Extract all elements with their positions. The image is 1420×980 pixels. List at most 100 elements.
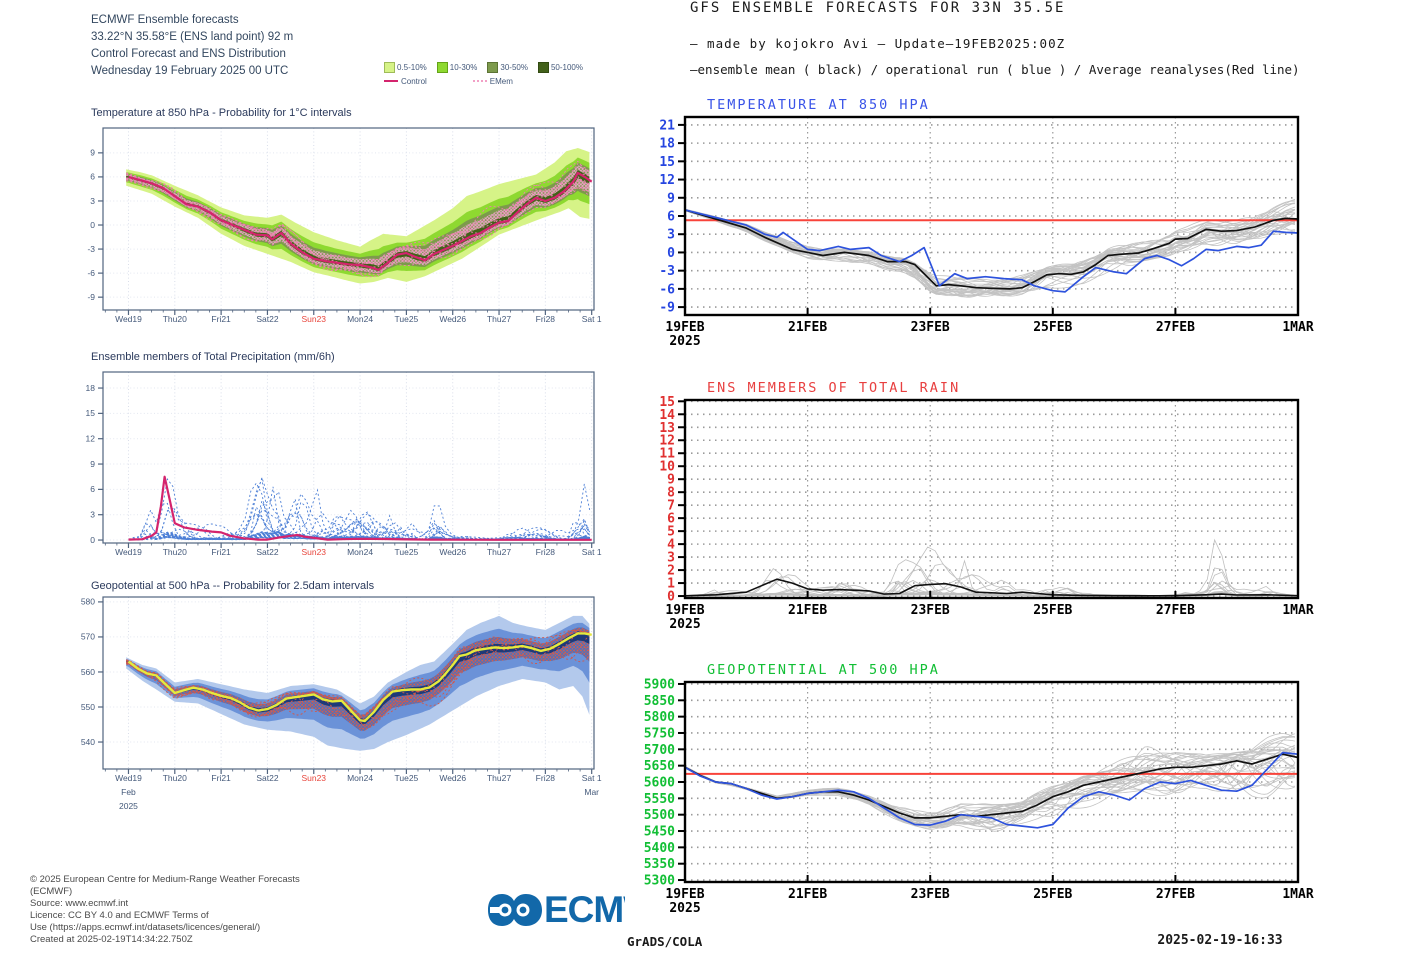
svg-text:2025: 2025 [669,334,700,349]
legend-swatch-green [436,61,448,73]
svg-text:2025: 2025 [669,617,700,632]
svg-text:11: 11 [659,447,675,462]
created-at-line: Created at 2025-02-19T14:34:22.750Z [30,934,193,945]
svg-text:6: 6 [667,210,675,225]
svg-text:3: 3 [667,228,675,243]
svg-text:Sat 1: Sat 1 [582,547,602,557]
svg-text:-3: -3 [87,244,95,254]
legend-item-emem: EMem [472,76,513,86]
svg-text:5350: 5350 [644,857,675,872]
svg-text:Thu20: Thu20 [163,314,187,324]
svg-text:Ensemble members of Total Prec: Ensemble members of Total Precipitation … [91,351,335,363]
svg-text:0: 0 [667,246,675,261]
svg-text:21FEB: 21FEB [788,320,827,335]
svg-text:-3: -3 [659,264,675,279]
svg-text:12: 12 [659,434,675,449]
ecmwf-product-subtitle: Control Forecast and ENS Distribution [91,48,286,60]
svg-text:Fri21: Fri21 [211,773,231,783]
legend-label: 0.5-10% [397,62,427,72]
svg-text:25FEB: 25FEB [1033,603,1072,618]
svg-text:Sat 1: Sat 1 [582,314,602,324]
svg-text:Wed19: Wed19 [115,547,142,557]
ecmwf-total-precipitation-chart: 18 15 12 9 6 3 0 Wed19 Thu20 Fri21 Sat22 Sun23 Mon24… [86,351,602,557]
svg-text:25FEB: 25FEB [1033,887,1072,902]
svg-text:Tue25: Tue25 [395,773,419,783]
svg-text:Thu27: Thu27 [487,314,511,324]
svg-text:19FEB: 19FEB [665,603,704,618]
legend-label: 10-30% [449,62,478,72]
svg-text:Fri21: Fri21 [211,547,231,557]
legend-probability-row: 0.5-10% 10-30% 30-50% 50-100% [384,60,614,74]
svg-text:Fri28: Fri28 [536,547,556,557]
ecmwf-temperature-850hpa-chart: 9 6 3 0 -3 -6 -9 Wed19 Thu20 Fri21 Sat22 Sun23 Mon24… [87,107,602,324]
svg-text:7: 7 [667,499,675,514]
ecmwf-logo-mark [488,894,542,926]
svg-text:2: 2 [667,564,675,579]
svg-text:Sat22: Sat22 [256,547,278,557]
ecmwf-legend: 0.5-10% 10-30% 30-50% 50-100% Control EM… [384,60,614,88]
svg-text:Mon24: Mon24 [347,547,373,557]
svg-text:14: 14 [659,408,675,423]
legend-label: 30-50% [500,62,528,72]
svg-text:550: 550 [81,702,95,712]
svg-text:TEMPERATURE AT 850 HPA: TEMPERATURE AT 850 HPA [707,97,930,113]
svg-text:5650: 5650 [644,759,675,774]
svg-text:5750: 5750 [644,726,675,741]
gfs-title: GFS ENSEMBLE FORECASTS FOR 33N 35.5E [690,0,1066,16]
svg-text:Fri21: Fri21 [211,314,231,324]
svg-text:1MAR: 1MAR [1282,603,1313,618]
ecmwf-header-block: ECMWF Ensemble forecasts 33.22°N 35.58°E… [91,12,293,80]
svg-text:8: 8 [667,486,675,501]
svg-text:Tue25: Tue25 [395,547,419,557]
svg-text:23FEB: 23FEB [911,887,950,902]
svg-text:9: 9 [667,473,675,488]
ecmwf-product-title: ECMWF Ensemble forecasts [91,14,239,26]
svg-text:Wed26: Wed26 [439,773,466,783]
legend-item-0: 0.5-10% [384,61,427,73]
svg-text:560: 560 [81,667,95,677]
svg-text:-6: -6 [87,268,95,278]
grads-cola-credit: GrADS/COLA [627,934,703,949]
legend-item-1: 10-30% [436,61,478,73]
ecmwf-logo-text: ECMWF [544,889,625,930]
svg-text:0: 0 [667,590,675,605]
svg-text:5800: 5800 [644,710,675,725]
svg-text:Wed26: Wed26 [439,314,466,324]
svg-text:18: 18 [86,383,96,393]
svg-text:5900: 5900 [644,677,675,692]
svg-text:9: 9 [90,459,95,469]
svg-text:27FEB: 27FEB [1156,603,1195,618]
gfs-subtitle-author: – made by kojokro Avi – Update–19FEB2025… [690,36,1066,51]
svg-text:12: 12 [86,434,96,444]
licence-line: Licence: CC BY 4.0 and ECMWF Terms of [30,910,209,921]
svg-text:Thu27: Thu27 [487,773,511,783]
svg-text:25FEB: 25FEB [1033,320,1072,335]
svg-text:23FEB: 23FEB [911,320,950,335]
svg-text:5550: 5550 [644,792,675,807]
svg-text:5: 5 [667,525,675,540]
ecmwf-location: 33.22°N 35.58°E (ENS land point) 92 m [91,31,294,43]
svg-text:15: 15 [86,408,96,418]
ecmwf-geopotential-500hpa-chart: 580 570 560 550 540 Wed19 Feb 2025 Thu20 Fri21 Sat… [81,580,602,811]
emem-line-swatch [472,80,487,82]
copyright-line2: (ECMWF) [30,886,73,897]
svg-text:Fri28: Fri28 [536,773,556,783]
legend-item-control: Control [384,77,427,86]
svg-text:5700: 5700 [644,743,675,758]
svg-text:21FEB: 21FEB [788,887,827,902]
gfs-render-timestamp: 2025-02-19-16:33 [1157,933,1283,948]
legend-label: EMem [489,76,513,86]
svg-text:Fri28: Fri28 [536,314,556,324]
svg-text:5500: 5500 [644,808,675,823]
svg-text:3: 3 [90,196,95,206]
svg-text:Thu20: Thu20 [163,773,187,783]
legend-label: Control [401,76,427,86]
control-line-swatch [384,80,398,82]
legend-swatch-olive [487,61,499,73]
svg-text:Sat22: Sat22 [256,314,278,324]
gfs-temperature-850hpa-chart: 21 18 15 12 9 6 3 0 -3 -6 -9 19FEB2025 21FEB 23FEB 25F… [659,97,1313,349]
svg-text:1MAR: 1MAR [1282,887,1313,902]
gfs-subtitle-legend: –ensemble mean ( black) / operational ru… [690,62,1300,77]
svg-text:23FEB: 23FEB [911,603,950,618]
